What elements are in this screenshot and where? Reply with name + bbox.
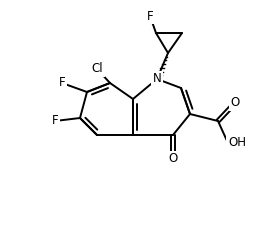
Text: F: F [59,76,65,89]
Text: N: N [153,73,161,85]
Text: O: O [230,97,239,109]
Text: F: F [52,115,58,128]
Text: F: F [147,9,153,22]
Text: OH: OH [228,137,246,149]
Text: O: O [168,152,178,165]
Text: Cl: Cl [91,63,103,76]
